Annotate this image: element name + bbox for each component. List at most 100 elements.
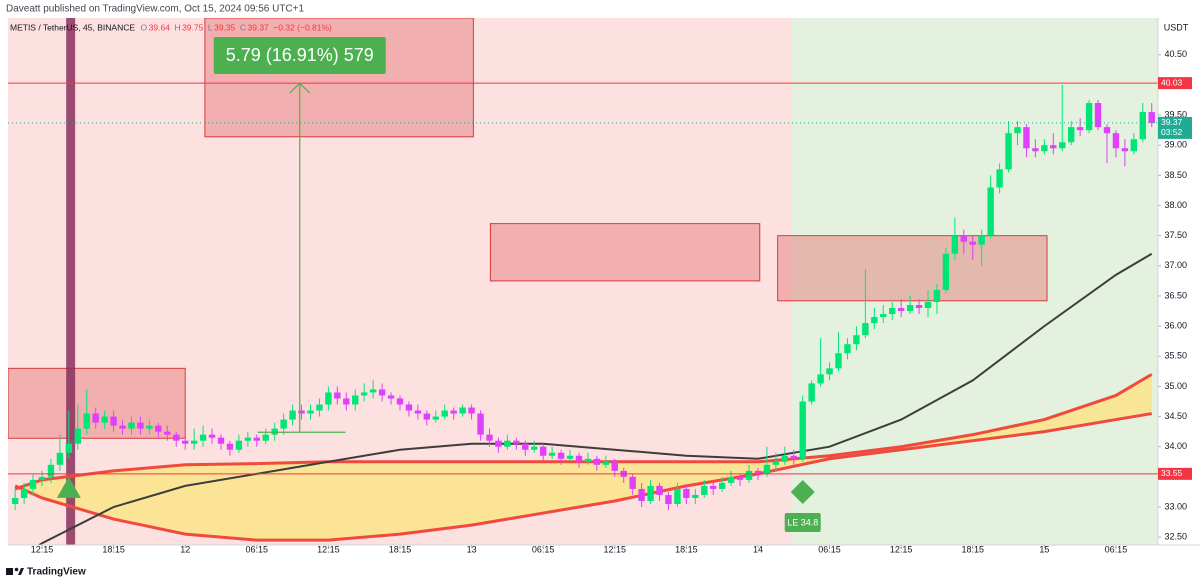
legend-ohlc-value: 39.37	[248, 22, 270, 32]
y-tick-label: 35.50	[1164, 351, 1187, 361]
y-tick-label: 37.50	[1164, 230, 1187, 240]
candle-body	[298, 410, 305, 414]
candle-body	[1067, 127, 1075, 143]
candle-body	[459, 407, 466, 414]
x-tick-label: 06:15	[818, 544, 841, 554]
footer-logo	[6, 567, 24, 575]
y-tick-label: 32.50	[1164, 532, 1187, 542]
candle-body	[280, 419, 287, 429]
x-tick-label: 14	[753, 544, 763, 554]
candle-body	[1103, 127, 1111, 134]
candle-body	[450, 410, 457, 414]
candle-body	[137, 422, 144, 429]
candle-body	[199, 434, 207, 441]
candle-body	[378, 389, 386, 396]
candle-body	[387, 395, 395, 399]
logo-slash	[18, 568, 24, 575]
candle-body	[307, 410, 314, 414]
legend: METIS / TetherUS, 45, BINANCE O 39.64 H 39.7…	[10, 22, 332, 32]
candle-body	[889, 308, 896, 315]
published-note: Daveatt published on TradingView.com, Oc…	[6, 4, 304, 15]
candle-body	[92, 413, 99, 423]
x-tick-label: 18:15	[102, 544, 125, 554]
candle-body	[674, 488, 681, 504]
candle-body	[423, 413, 431, 420]
zone	[204, 18, 474, 138]
candle-body	[844, 344, 851, 354]
candle-body	[781, 455, 789, 462]
candle-body	[718, 482, 726, 489]
legend-symbol: METIS / TetherUS, 45, BINANCE	[10, 22, 135, 32]
session-background	[8, 18, 792, 545]
candle-body	[593, 458, 601, 465]
candle-body	[352, 395, 359, 405]
x-tick-label: 12:15	[604, 544, 627, 554]
candle-body	[110, 416, 117, 426]
candle-body	[289, 410, 296, 420]
candle-body	[38, 476, 46, 480]
candle-body	[1041, 145, 1048, 152]
candle-body	[1112, 133, 1120, 149]
price-tag-label: 40.03	[1161, 77, 1183, 87]
candle-body	[629, 476, 636, 489]
y-tick-label: 39.00	[1164, 140, 1187, 150]
candle-body	[128, 422, 135, 429]
candle-body	[74, 428, 82, 444]
x-tick-label: 18:15	[675, 544, 698, 554]
logo-dot	[14, 567, 19, 572]
candle-body	[253, 437, 260, 441]
x-tick-label: 12	[180, 544, 190, 554]
band-fill	[15, 374, 1152, 541]
zone	[777, 235, 1048, 302]
entry-label-box	[784, 512, 821, 532]
candle-body	[173, 434, 180, 441]
candle-body	[1094, 103, 1102, 128]
candle-body	[405, 404, 413, 411]
y-tick-label: 38.50	[1164, 170, 1187, 180]
y-tick-label: 34.50	[1164, 411, 1187, 421]
x-tick-label: 06:15	[1105, 544, 1128, 554]
measure-arrowhead	[289, 82, 311, 94]
x-tick-label: 12:15	[317, 544, 340, 554]
candle-body	[1050, 145, 1057, 149]
candle-body	[763, 464, 771, 474]
candle-body	[817, 374, 824, 384]
candle-body	[799, 401, 806, 459]
candle-body	[978, 235, 985, 245]
candle-body	[656, 485, 663, 495]
price-tag	[1158, 116, 1192, 139]
candle-body	[987, 187, 994, 236]
candle-body	[468, 407, 475, 414]
y-tick-label: 35.00	[1164, 381, 1187, 391]
measure-label: 5.79 (16.91%) 579	[226, 45, 374, 65]
candle-body	[915, 305, 923, 309]
legend-ohlc-value: 39.64	[149, 22, 171, 32]
candle-body	[969, 241, 976, 245]
candle-body	[584, 458, 592, 462]
candle-body	[924, 302, 932, 309]
candle-body	[513, 440, 520, 444]
candle-body	[119, 425, 126, 429]
legend-ohlc-value: 39.35	[214, 22, 236, 32]
indicator-line	[37, 252, 1153, 545]
candle-body	[235, 440, 243, 450]
x-tick-label: 15	[1039, 544, 1049, 554]
candle-body	[933, 289, 941, 303]
candle-body	[710, 485, 717, 489]
candle-body	[244, 437, 252, 441]
legend-ohlc-label: H	[174, 22, 180, 32]
candle-body	[262, 434, 269, 441]
zone	[489, 223, 761, 282]
candle-body	[181, 440, 189, 444]
candle-body	[1014, 127, 1021, 134]
candle-body	[1139, 112, 1146, 140]
candle-body	[897, 308, 905, 312]
candle-body	[736, 476, 744, 480]
candle-body	[611, 461, 618, 471]
countdown-label: 03:52	[1161, 127, 1183, 137]
plot-area: 5.79 (16.91%) 579 LE 34.8	[8, 18, 1158, 545]
candle-body	[1121, 148, 1129, 152]
candle-body	[522, 443, 529, 450]
candle-body	[996, 169, 1003, 188]
